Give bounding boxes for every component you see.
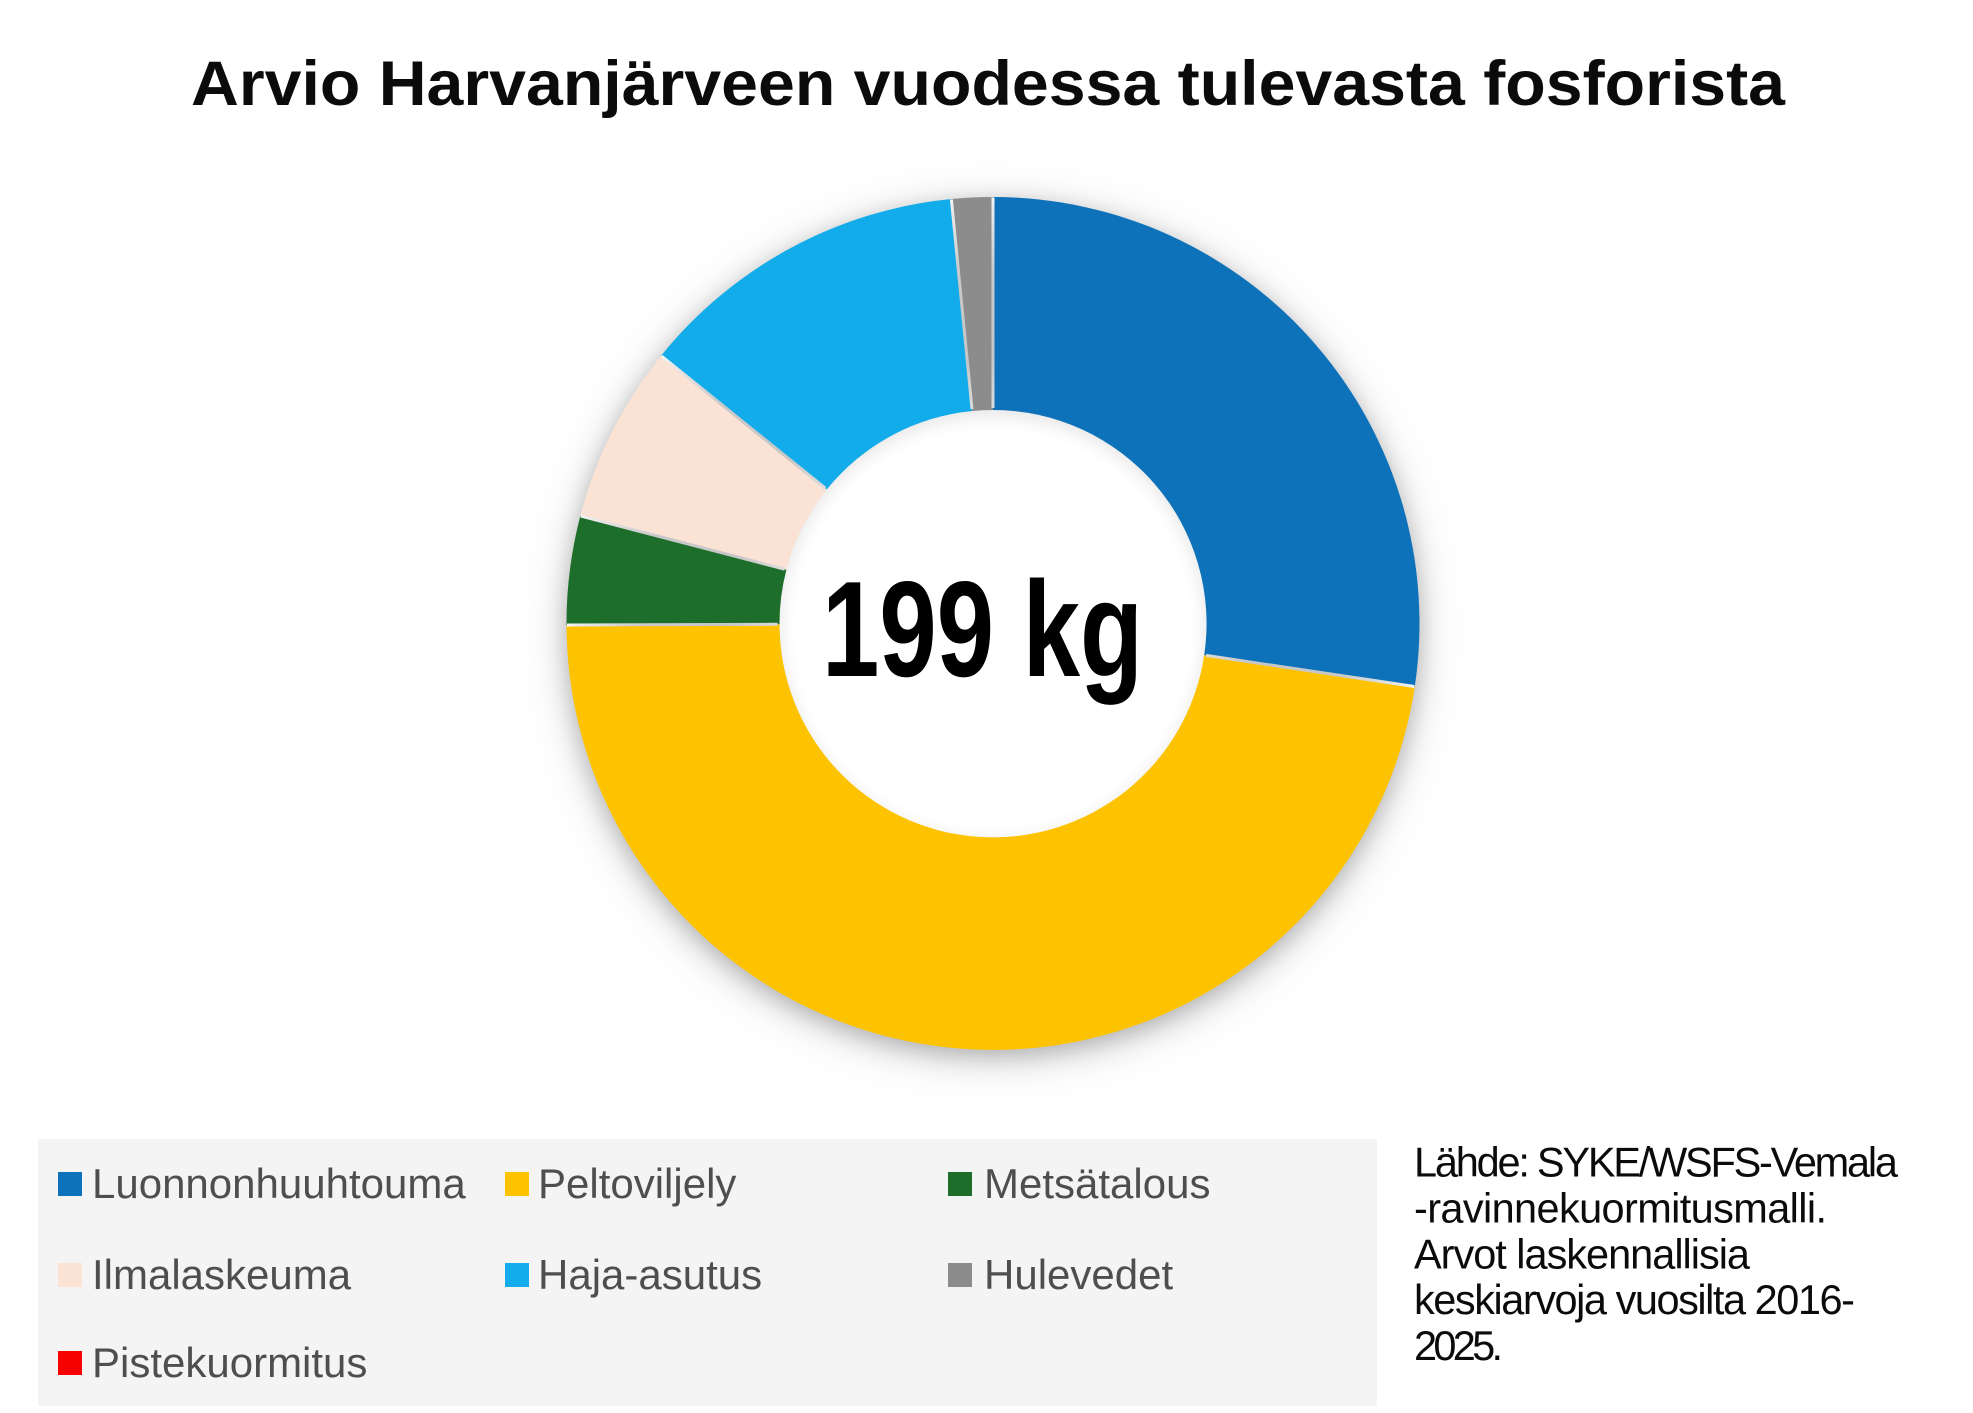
- svg-text:2025.: 2025.: [1414, 1322, 1503, 1369]
- svg-text:Pistekuormitus: Pistekuormitus: [92, 1339, 367, 1386]
- svg-text:199 kg: 199 kg: [822, 553, 1143, 705]
- svg-text:Metsätalous: Metsätalous: [984, 1160, 1210, 1207]
- svg-text:Arvio Harvanjärveen vuodessa t: Arvio Harvanjärveen vuodessa tulevasta f…: [191, 49, 1786, 119]
- svg-text:Peltoviljely: Peltoviljely: [538, 1160, 736, 1207]
- svg-text:keskiarvoja vuosilta 2016-: keskiarvoja vuosilta 2016-: [1414, 1276, 1855, 1323]
- svg-text:Haja-asutus: Haja-asutus: [538, 1251, 762, 1298]
- svg-text:Arvot laskennallisia: Arvot laskennallisia: [1414, 1230, 1751, 1277]
- svg-text:Ilmalaskeuma: Ilmalaskeuma: [92, 1251, 352, 1298]
- svg-text:Lähde: SYKE/WSFS-Vemala: Lähde: SYKE/WSFS-Vemala: [1414, 1139, 1899, 1186]
- svg-text:-ravinnekuormitusmalli.: -ravinnekuormitusmalli.: [1414, 1184, 1827, 1231]
- svg-text:Hulevedet: Hulevedet: [984, 1251, 1173, 1298]
- svg-text:Luonnonhuuhtouma: Luonnonhuuhtouma: [92, 1160, 466, 1207]
